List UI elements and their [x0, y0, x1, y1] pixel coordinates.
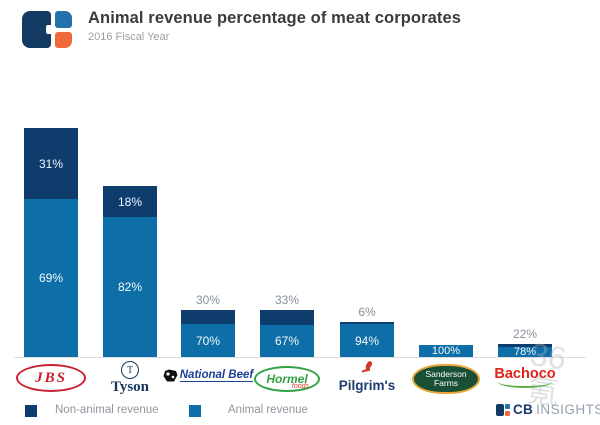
bachoco-green-swoosh [498, 382, 552, 388]
x-axis-baseline [14, 357, 586, 358]
cbinsights-footer-brand: CB INSIGHTS [496, 402, 600, 417]
sanderson-farms-text-line2: Farms [433, 378, 459, 388]
bachoco-logo: Bachoco [485, 361, 565, 401]
bar-sanderson-farms-animal-value: 100% [431, 345, 461, 357]
tyson-t-icon: T [121, 361, 139, 379]
legend-swatch-animal [189, 405, 201, 417]
bar-tyson-animal-segment: 82% [103, 217, 157, 357]
legend-label-non-animal: Non-animal revenue [55, 404, 159, 416]
jbs-logo-oval: JBS [16, 364, 86, 392]
sanderson-farms-logo: Sanderson Farms [406, 361, 486, 401]
national-beef-logo: National Beef [163, 361, 254, 401]
sanderson-farms-text-line1: Sanderson [425, 369, 467, 379]
bar-hormel: 67% [260, 310, 314, 357]
legend-swatch-non-animal [25, 405, 37, 417]
cbinsights-logo-blue-square [55, 11, 72, 28]
bar-national-beef-animal-segment: 70% [181, 324, 235, 357]
rooster-icon [361, 361, 373, 373]
jbs-logo: JBS [11, 361, 91, 401]
bar-jbs: 31% 69% [24, 128, 78, 357]
bar-sanderson-farms-animal-segment: 100% [419, 345, 473, 357]
national-beef-logo-row: National Beef [163, 369, 254, 382]
bar-pilgrims-non-animal-segment [340, 322, 394, 324]
bar-pilgrims-animal-value: 94% [354, 333, 380, 348]
cbinsights-footer-icon-c [496, 403, 504, 416]
bar-jbs-animal-segment: 69% [24, 199, 78, 357]
hormel-foods-text: foods [291, 383, 309, 390]
bar-jbs-animal-value: 69% [38, 271, 64, 285]
cbinsights-brand-cb: CB [513, 402, 534, 417]
bar-hormel-non-animal-segment [260, 310, 314, 325]
hormel-logo: Hormel foods [247, 361, 327, 401]
cbinsights-footer-icon-blue [505, 403, 510, 409]
hormel-logo-text: Hormel [266, 372, 308, 386]
bar-bachoco-non-animal-segment [498, 344, 552, 347]
bar-bachoco-non-animal-label: 22% [512, 327, 538, 341]
national-beef-logo-text: National Beef [179, 369, 254, 382]
bar-hormel-animal-segment: 67% [260, 325, 314, 357]
pilgrims-logo: Pilgrim's [327, 361, 407, 401]
bar-tyson-non-animal-value: 18% [117, 194, 143, 209]
bar-tyson-animal-value: 82% [117, 280, 143, 294]
chart-subtitle: 2016 Fiscal Year [88, 31, 170, 43]
tyson-logo-text: Tyson [110, 379, 150, 395]
cbinsights-brand-insights: INSIGHTS [536, 402, 600, 417]
bar-jbs-non-animal-segment: 31% [24, 128, 78, 199]
pilgrims-logo-text: Pilgrim's [338, 378, 396, 393]
bar-bachoco-animal-value: 78% [513, 346, 537, 358]
bachoco-logo-text: Bachoco [494, 366, 556, 382]
bar-jbs-non-animal-value: 31% [38, 156, 64, 171]
bar-pilgrims-non-animal-label: 6% [358, 305, 376, 319]
cbinsights-logo-icon [22, 11, 72, 48]
bar-bachoco: 78% [498, 344, 552, 358]
bar-pilgrims-animal-segment: 94% [340, 324, 394, 357]
bar-hormel-animal-value: 67% [274, 334, 300, 348]
bar-national-beef-non-animal-segment [181, 310, 235, 324]
cbinsights-logo-orange-square [55, 32, 72, 48]
jbs-logo-text: JBS [35, 369, 67, 386]
bar-hormel-non-animal-label: 33% [274, 293, 300, 307]
bar-national-beef-non-animal-label: 30% [195, 293, 221, 307]
bar-national-beef-animal-value: 70% [195, 333, 221, 348]
tyson-logo: T Tyson [90, 361, 170, 401]
hormel-logo-oval: Hormel foods [254, 366, 320, 392]
chart-title: Animal revenue percentage of meat corpor… [88, 9, 462, 27]
bar-national-beef: 70% [181, 310, 235, 357]
cbinsights-footer-icon [496, 403, 510, 416]
bar-sanderson-farms: 100% [419, 345, 473, 357]
bar-tyson: 18% 82% [103, 186, 157, 357]
cbinsights-footer-icon-orange [505, 410, 510, 416]
sanderson-farms-badge: Sanderson Farms [412, 364, 480, 394]
bar-tyson-non-animal-segment: 18% [103, 186, 157, 217]
cow-head-icon [163, 369, 178, 382]
cbinsights-logo-notch [46, 25, 51, 34]
bar-bachoco-animal-segment: 78% [498, 346, 552, 358]
legend-label-animal: Animal revenue [228, 404, 308, 416]
bar-pilgrims: 94% [340, 322, 394, 357]
